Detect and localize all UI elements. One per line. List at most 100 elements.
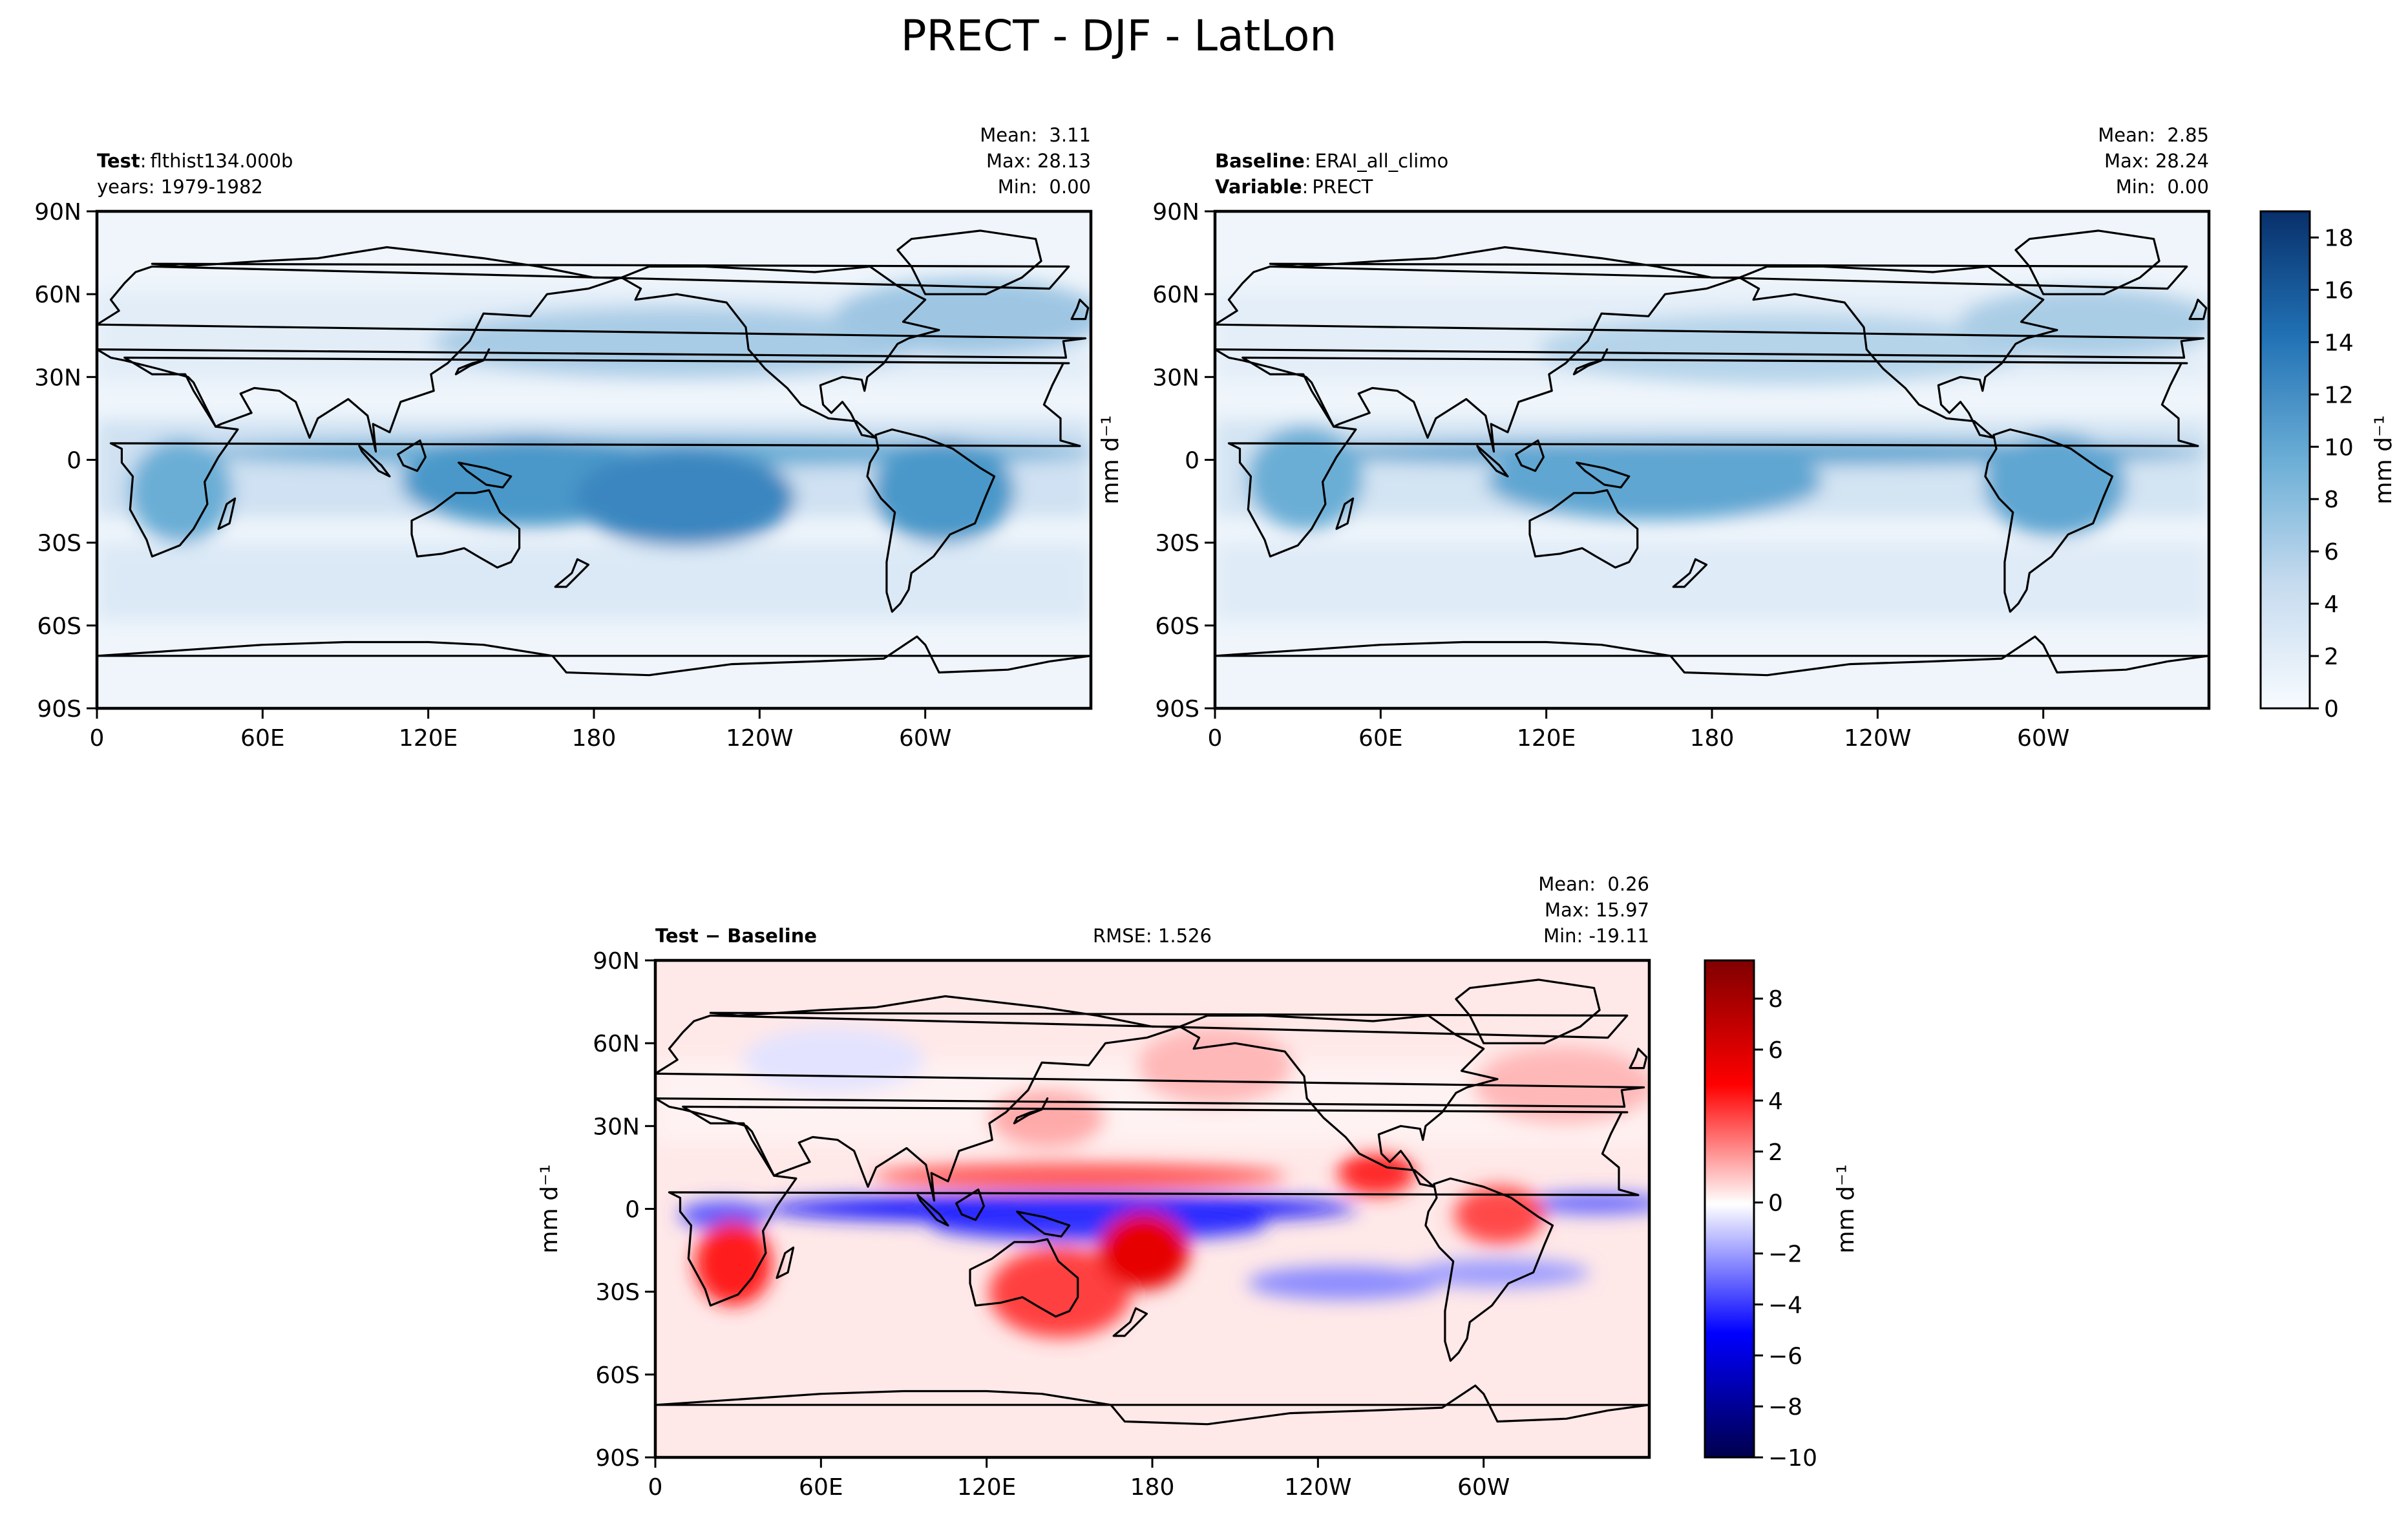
header-difference: Test − Baseline bbox=[655, 925, 817, 947]
coastline-baseline-6 bbox=[1215, 635, 2209, 677]
coastline-test-2 bbox=[410, 489, 521, 569]
colorbar-tick-label-difference-3: −4 bbox=[1768, 1292, 1802, 1318]
coastline-test-3 bbox=[620, 265, 940, 439]
x-tick-label-baseline-0: 0 bbox=[1208, 725, 1223, 752]
stats-difference-min: Min: -19.11 bbox=[1543, 925, 1649, 947]
colorbar-label-baseline: mm d⁻¹ bbox=[2371, 416, 2397, 505]
x-tick-label-difference-1: 60E bbox=[799, 1474, 843, 1501]
y-tick-label-baseline-3: 0 bbox=[1185, 448, 1199, 474]
coastline-test-9 bbox=[454, 348, 491, 375]
precip-field-test bbox=[97, 278, 1091, 620]
stats-test-min: Min: 0.00 bbox=[998, 176, 1091, 198]
coastlines-test bbox=[97, 229, 1091, 677]
coastline-difference-9 bbox=[1013, 1097, 1049, 1125]
x-tick-label-test-3: 180 bbox=[572, 725, 617, 752]
y-tick-label-difference-3: 0 bbox=[625, 1197, 640, 1223]
x-tick-label-difference-3: 180 bbox=[1130, 1474, 1175, 1501]
colorbar-tick-label-difference-0: −10 bbox=[1768, 1445, 1817, 1472]
coastline-baseline-9 bbox=[1572, 348, 1609, 375]
precip-field-baseline bbox=[1215, 288, 2209, 620]
colorbar-tick-label-difference-2: −6 bbox=[1768, 1343, 1802, 1369]
colorbar-tick-label-baseline-3: 6 bbox=[2324, 539, 2339, 565]
coastline-test-8 bbox=[217, 497, 237, 530]
colorbar-tick-label-baseline-1: 2 bbox=[2324, 644, 2339, 670]
tick-layer: 0 60E 120E 180 120W 60W 90N 60N 30N 0 30S 60S 90S 0 60… bbox=[34, 199, 2211, 1501]
colorbar-baseline bbox=[2261, 211, 2310, 708]
coastline-baseline-10 bbox=[1476, 445, 1509, 478]
header-variable-value: PRECT bbox=[1312, 176, 1373, 198]
coastlines-difference bbox=[655, 978, 1649, 1426]
x-tick-label-difference-0: 0 bbox=[648, 1474, 663, 1501]
y-tick-label-difference-4: 30S bbox=[595, 1280, 640, 1306]
coastline-difference-10 bbox=[916, 1194, 949, 1227]
stats-test-mean: Mean: 3.11 bbox=[980, 124, 1091, 146]
y-tick-label-baseline-6: 90S bbox=[1155, 696, 1199, 723]
coastline-test-10 bbox=[358, 445, 391, 478]
coastline-difference-5 bbox=[1455, 978, 1601, 1044]
x-tick-label-baseline-3: 180 bbox=[1690, 725, 1735, 752]
colorbar-tick-label-baseline-2: 4 bbox=[2324, 591, 2339, 618]
header-variable-key: Variable bbox=[1215, 176, 1302, 198]
header-test-years: years: 1979-1982 bbox=[97, 176, 263, 198]
x-tick-label-test-0: 0 bbox=[90, 725, 105, 752]
header-baseline-key: Baseline bbox=[1215, 150, 1305, 172]
coastline-test-0 bbox=[97, 246, 1087, 453]
panel-test: Test: flthist134.000b years: 1979-1982 Me… bbox=[97, 124, 1091, 708]
y-tick-label-baseline-5: 60S bbox=[1155, 613, 1199, 640]
coastline-test-12 bbox=[458, 461, 512, 489]
coastline-test-7 bbox=[554, 558, 590, 588]
x-tick-label-baseline-1: 60E bbox=[1358, 725, 1403, 752]
coastline-test-1 bbox=[109, 356, 1081, 558]
y-tick-label-test-4: 30S bbox=[37, 531, 81, 557]
coastline-test-13 bbox=[1070, 299, 1090, 321]
coastline-baseline-4 bbox=[1984, 428, 2114, 613]
header-test-sep: : bbox=[140, 150, 147, 172]
coastline-difference-11 bbox=[955, 1189, 985, 1221]
coastline-difference-7 bbox=[1112, 1307, 1148, 1337]
coastline-difference-12 bbox=[1016, 1210, 1071, 1238]
precip-field-difference bbox=[655, 1028, 1649, 1338]
coastline-baseline-0 bbox=[1215, 246, 2205, 453]
colorbar-tick-label-baseline-8: 16 bbox=[2324, 277, 2354, 304]
coastline-difference-2 bbox=[969, 1238, 1079, 1318]
colorbar-tick-label-baseline-7: 14 bbox=[2324, 330, 2354, 356]
y-tick-label-difference-0: 90N bbox=[593, 948, 640, 975]
panel-baseline: Baseline: ERAI_all_climo Variable: PRECT M… bbox=[1215, 124, 2209, 708]
map-test bbox=[97, 211, 1091, 708]
x-tick-label-baseline-4: 120W bbox=[1844, 725, 1911, 752]
y-tick-label-baseline-4: 30S bbox=[1155, 531, 1199, 557]
y-tick-label-test-2: 30N bbox=[34, 365, 81, 391]
coastline-difference-4 bbox=[1424, 1177, 1554, 1362]
header-variable-line2: Variable: PRECT bbox=[1215, 176, 1373, 198]
stats-difference-max: Max: 15.97 bbox=[1545, 899, 1649, 921]
map-baseline bbox=[1215, 211, 2209, 708]
colorbar-tick-label-difference-9: 8 bbox=[1768, 986, 1783, 1013]
x-tick-label-test-5: 60W bbox=[899, 725, 951, 752]
header-baseline-value: ERAI_all_climo bbox=[1315, 150, 1449, 172]
coastline-test-5 bbox=[896, 229, 1042, 295]
header-test-key: Test bbox=[97, 150, 140, 172]
header-baseline-sep: : bbox=[1305, 150, 1311, 172]
stats-baseline-max: Max: 28.24 bbox=[2104, 150, 2209, 172]
y-tick-label-difference-2: 30N bbox=[593, 1114, 640, 1140]
coastline-baseline-2 bbox=[1528, 489, 1639, 569]
coastline-baseline-13 bbox=[2188, 299, 2208, 321]
header-test-line1: Test: flthist134.000b bbox=[97, 150, 293, 172]
stats-test-max: Max: 28.13 bbox=[986, 150, 1091, 172]
y-tick-label-test-5: 60S bbox=[37, 613, 81, 640]
stats-difference-mean: Mean: 0.26 bbox=[1538, 873, 1649, 895]
coastline-baseline-1 bbox=[1227, 356, 2199, 558]
x-tick-label-test-2: 120E bbox=[399, 725, 458, 752]
coastline-difference-13 bbox=[1629, 1048, 1648, 1070]
coastline-baseline-8 bbox=[1335, 497, 1355, 530]
x-tick-label-difference-4: 120W bbox=[1284, 1474, 1351, 1501]
x-tick-label-difference-2: 120E bbox=[957, 1474, 1016, 1501]
y-tick-label-difference-5: 60S bbox=[595, 1362, 640, 1389]
colorbar-label-difference: mm d⁻¹ bbox=[1833, 1165, 1859, 1254]
stats-baseline-mean: Mean: 2.85 bbox=[2098, 124, 2209, 146]
colorbar-tick-label-baseline-0: 0 bbox=[2324, 696, 2339, 723]
y-tick-label-baseline-1: 60N bbox=[1152, 282, 1199, 308]
colorbar-tick-label-baseline-6: 12 bbox=[2324, 382, 2354, 408]
y-tick-label-test-6: 90S bbox=[37, 696, 81, 723]
coastline-difference-6 bbox=[655, 1384, 1649, 1426]
